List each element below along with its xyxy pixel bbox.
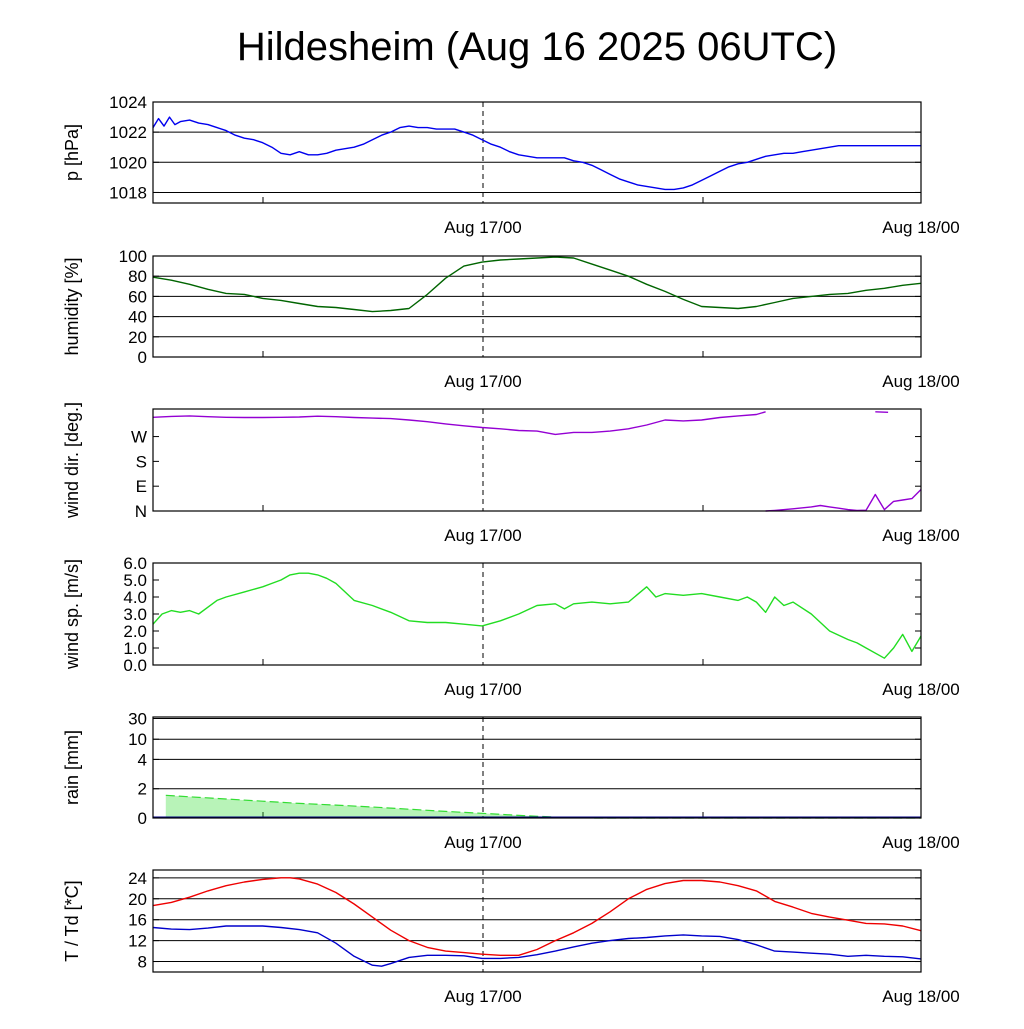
temperature-y-axis-label: T / Td [*C] (62, 880, 82, 961)
humidity-y-tick-label-5: 100 (119, 247, 147, 266)
humidity-y-tick-label-0: 0 (138, 348, 147, 367)
wind_dir-series-0-line (152, 411, 766, 436)
temperature-y-tick-label-3: 20 (128, 890, 147, 909)
humidity-frame (152, 255, 922, 358)
rain-x-label-1: Aug 18/00 (882, 833, 960, 852)
wind_dir-y-tick-label-0: N (135, 502, 147, 521)
rain-series-0-line (165, 794, 921, 819)
wind_dir-y-tick-label-1: E (136, 477, 147, 496)
rain-y-tick-label-1: 2 (138, 780, 147, 799)
temperature-series-0-line (152, 877, 922, 956)
wind_dir-y-tick-label-2: S (136, 452, 147, 471)
wind_speed-y-tick-label-5: 5.0 (123, 571, 147, 590)
wind_dir-y-axis-label: wind dir. [deg.] (62, 402, 82, 519)
wind_dir-y-tick-label-3: W (131, 428, 147, 447)
pressure-y-tick-label-2: 1022 (109, 123, 147, 142)
wind_speed-y-tick-label-4: 4.0 (123, 588, 147, 607)
pressure-y-tick-label-0: 1018 (109, 183, 147, 202)
pressure-y-tick-label-3: 1024 (109, 93, 147, 112)
wind_speed-series-0-line (152, 572, 922, 659)
wind_speed-y-tick-label-1: 1.0 (123, 639, 147, 658)
wind_speed-x-label-0: Aug 17/00 (444, 680, 522, 699)
wind_dir-x-label-1: Aug 18/00 (882, 526, 960, 545)
pressure-x-label-0: Aug 17/00 (444, 218, 522, 237)
humidity-y-tick-label-3: 60 (128, 287, 147, 306)
rain-y-tick-label-4: 30 (128, 710, 147, 729)
rain-y-tick-label-3: 10 (128, 730, 147, 749)
humidity-y-tick-label-4: 80 (128, 267, 147, 286)
wind_dir-series-2-line (875, 411, 889, 413)
pressure-y-axis-label: p [hPa] (62, 124, 82, 181)
humidity-series-0-line (152, 256, 922, 313)
rain-series-0-area (165, 795, 922, 818)
humidity-y-tick-label-2: 40 (128, 308, 147, 327)
wind_speed-y-tick-label-6: 6.0 (123, 554, 147, 573)
wind_speed-y-axis-label: wind sp. [m/s] (62, 559, 82, 670)
wind_speed-x-label-1: Aug 18/00 (882, 680, 960, 699)
rain-y-tick-label-0: 0 (138, 809, 147, 828)
pressure-series-0-line (152, 116, 921, 191)
temperature-y-tick-label-1: 12 (128, 932, 147, 951)
wind_dir-x-label-0: Aug 17/00 (444, 526, 522, 545)
wind_speed-y-tick-label-0: 0.0 (123, 656, 147, 675)
rain-y-tick-label-2: 4 (138, 750, 147, 769)
chart-title: Hildesheim (Aug 16 2025 06UTC) (237, 25, 837, 69)
temperature-series-1-line (152, 925, 922, 967)
humidity-x-label-1: Aug 18/00 (882, 372, 960, 391)
humidity-y-axis-label: humidity [%] (62, 257, 82, 355)
pressure-x-label-1: Aug 18/00 (882, 218, 960, 237)
rain-frame (152, 716, 922, 819)
rain-x-label-0: Aug 17/00 (444, 833, 522, 852)
temperature-y-tick-label-0: 8 (138, 953, 147, 972)
wind_dir-frame (152, 408, 922, 512)
temperature-x-label-1: Aug 18/00 (882, 987, 960, 1006)
wind_speed-y-tick-label-2: 2.0 (123, 622, 147, 641)
temperature-y-tick-label-4: 24 (128, 869, 147, 888)
humidity-y-tick-label-1: 20 (128, 328, 147, 347)
humidity-x-label-0: Aug 17/00 (444, 372, 522, 391)
temperature-y-tick-label-2: 16 (128, 911, 147, 930)
temperature-frame (152, 869, 922, 973)
wind_speed-frame (152, 562, 922, 666)
pressure-y-tick-label-1: 1020 (109, 153, 147, 172)
wind_dir-series-1-line (765, 489, 922, 512)
rain-y-axis-label: rain [mm] (62, 730, 82, 805)
temperature-x-label-0: Aug 17/00 (444, 987, 522, 1006)
pressure-frame (152, 101, 922, 204)
wind_speed-y-tick-label-3: 3.0 (123, 605, 147, 624)
